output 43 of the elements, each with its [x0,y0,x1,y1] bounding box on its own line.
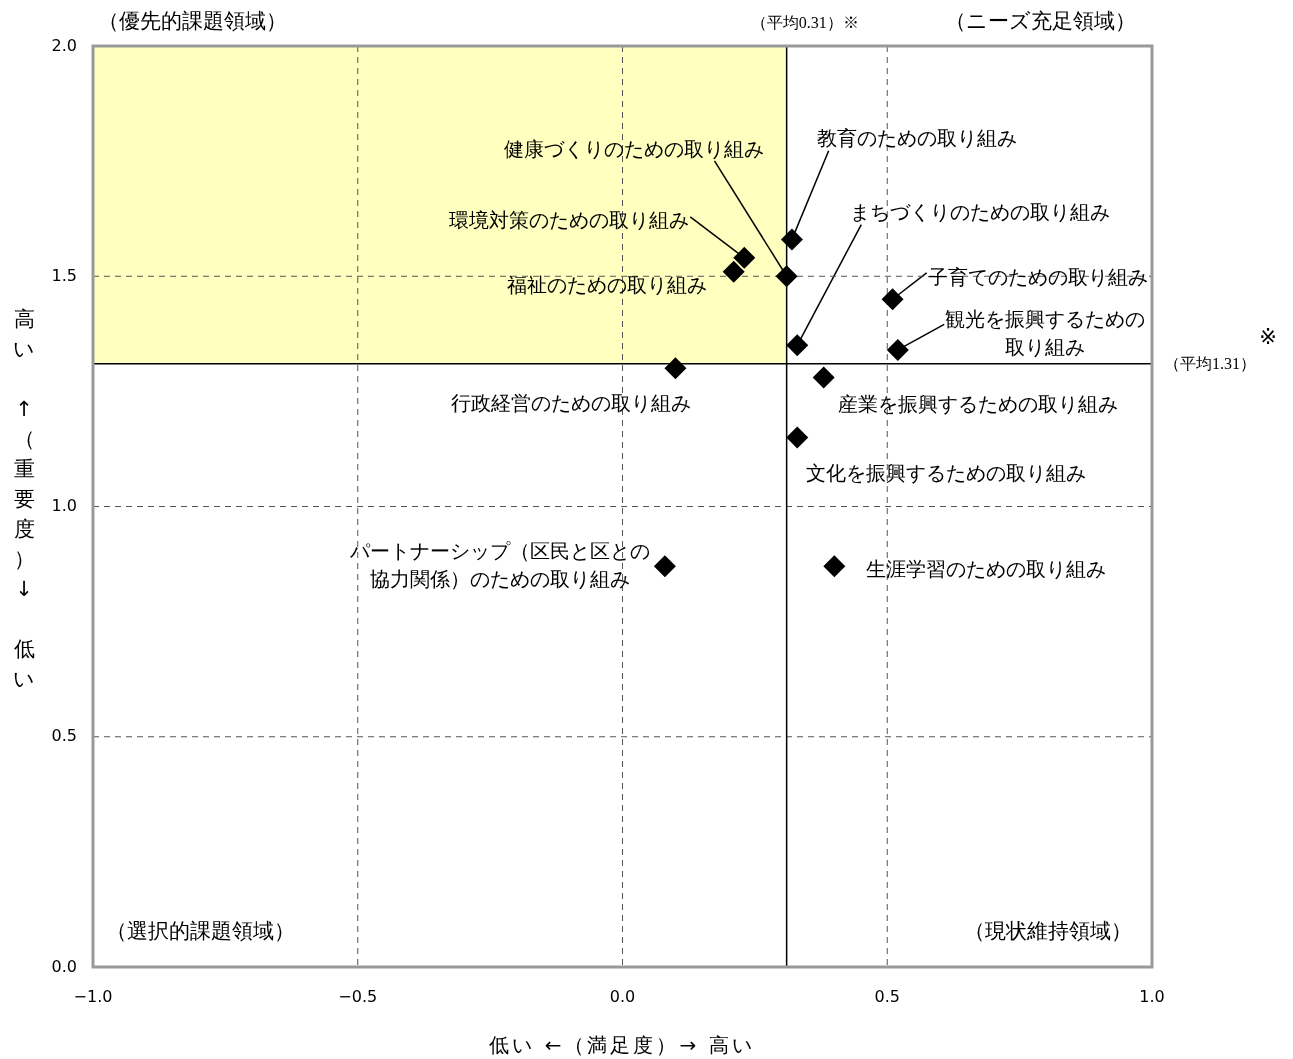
point [886,338,909,361]
y-tick-label: 0.0 [51,956,77,976]
x-tick-label: 1.0 [1139,986,1165,1006]
text: （優先的課題領域） [97,9,287,33]
annotation: 健康づくりのための取り組み [503,136,764,161]
annotation: 福祉のための取り組み [506,273,707,298]
annotation: 観光を振興するための取り組み [944,306,1145,359]
point [733,246,756,269]
annotation: （選択的課題領域） [105,919,295,943]
y-tick-label: 1.5 [51,265,77,285]
point [812,366,835,389]
point [664,357,687,380]
point [722,260,745,283]
point [775,265,798,288]
point [881,288,904,311]
annotation: 文化を振興するための取り組み [806,460,1087,485]
y-tick-label: 2.0 [51,35,77,55]
annotation: 産業を振興するための取り組み [837,392,1118,417]
ref-line-label: （平均0.31）※ [750,13,859,31]
text: （ニーズ充足領域） [944,9,1136,33]
x-tick-label: 0.5 [874,986,900,1006]
y-tick-label: 1.0 [51,496,77,515]
annotation: 生涯学習のための取り組み [866,556,1107,581]
x-axis-title: 低い ←（満足度）→ 高い [489,1032,755,1057]
annotation: 子育てのための取り組み [927,264,1148,289]
point [653,555,676,578]
annotation: 教育のための取り組み [816,125,1017,150]
point [780,228,803,251]
annotation: パートナーシップ（区民と区との協力関係）のための取り組み [348,538,650,591]
ref-line-label: （平均1.31） [1164,355,1256,373]
annotation: （現状維持領域） [964,919,1132,943]
annotation: 環境対策のための取り組み [449,208,690,233]
y-tick-label: 0.5 [51,726,77,746]
x-tick-label: −0.5 [338,986,378,1006]
text: ※ [1259,325,1277,349]
point [823,555,846,578]
x-tick-label: 0.0 [609,986,636,1006]
annotation: 行政経営のための取り組み [451,390,692,415]
point [786,334,809,357]
point [786,426,809,449]
text: 高い ↑（重要度）↓ 低い [13,307,35,691]
annotation: まちづくりのための取り組み [850,199,1111,224]
x-tick-label: −1.0 [73,986,113,1006]
